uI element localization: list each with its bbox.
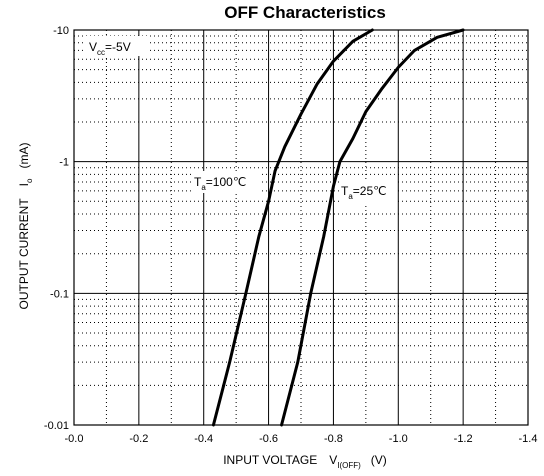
- x-axis-subscript: I(OFF): [337, 461, 361, 470]
- ta100-value: =100℃: [206, 175, 247, 189]
- vcc-symbol: V: [89, 40, 97, 54]
- x-tick-label: -0.2: [129, 433, 148, 445]
- y-tick-label: -1: [59, 157, 69, 169]
- chart-title: OFF Characteristics: [224, 3, 386, 22]
- vcc-annotation-background: [83, 36, 148, 56]
- x-axis-symbol: V: [329, 453, 337, 467]
- x-tick-label: -0.8: [324, 433, 343, 445]
- ta25-annotation: Ta=25℃: [339, 181, 397, 203]
- y-tick-label: -10: [53, 25, 69, 37]
- ta100-subscript: a: [201, 183, 206, 192]
- ta100-annotation-background: [191, 171, 259, 193]
- plot-border: [73, 29, 529, 426]
- x-tick-label: -1.4: [519, 433, 538, 445]
- x-tick-label: -0.6: [259, 433, 278, 445]
- vcc-annotation-label: Vcc=-5V: [89, 40, 131, 57]
- ta25-symbol: T: [341, 184, 349, 198]
- y-axis-symbol: I: [17, 183, 31, 186]
- x-tick-label: -1.0: [389, 433, 408, 445]
- tick-layer: -0.0 -0.2 -0.4 -0.6 -0.8 -1.0 -1.2 -1.4 -10 -1 -0.…: [44, 25, 538, 445]
- y-axis-title-main: OUTPUT CURRENT: [17, 198, 31, 310]
- x-axis-title-text: INPUT VOLTAGE VI(OFF) (V): [223, 453, 387, 470]
- y-axis-subscript: o: [25, 178, 34, 183]
- x-axis-title: INPUT VOLTAGE VI(OFF) (V): [223, 453, 387, 470]
- series-layer: [211, 28, 465, 427]
- ta25-subscript: a: [348, 192, 353, 201]
- vcc-subscript: cc: [97, 48, 105, 57]
- grid-layer: [74, 30, 528, 425]
- ta100-annotation-label: Ta=100℃: [194, 175, 246, 192]
- ta25-annotation-background: [339, 181, 397, 203]
- x-axis-title-main: INPUT VOLTAGE: [223, 453, 317, 467]
- y-tick-label: -0.01: [44, 420, 69, 432]
- ta25-value: =25℃: [353, 184, 387, 198]
- ta25-curve: [280, 28, 465, 427]
- x-axis-unit: (V): [371, 453, 387, 467]
- x-tick-label: -0.4: [194, 433, 213, 445]
- ta100-curve: [211, 28, 374, 427]
- x-tick-label: -1.2: [454, 433, 473, 445]
- plot-frame: [73, 29, 529, 426]
- y-tick-label: -0.1: [50, 288, 69, 300]
- y-axis-title-text: OUTPUT CURRENT Io (mA): [17, 143, 34, 310]
- y-axis-unit: (mA): [17, 143, 31, 169]
- y-axis-title: OUTPUT CURRENT Io (mA): [17, 143, 34, 310]
- ta100-symbol: T: [194, 175, 202, 189]
- ta25-annotation-label: Ta=25℃: [341, 184, 387, 201]
- ta100-annotation: Ta=100℃: [191, 171, 259, 193]
- vcc-annotation: Vcc=-5V: [83, 36, 148, 57]
- x-tick-label: -0.0: [65, 433, 84, 445]
- vcc-value: =-5V: [105, 40, 131, 54]
